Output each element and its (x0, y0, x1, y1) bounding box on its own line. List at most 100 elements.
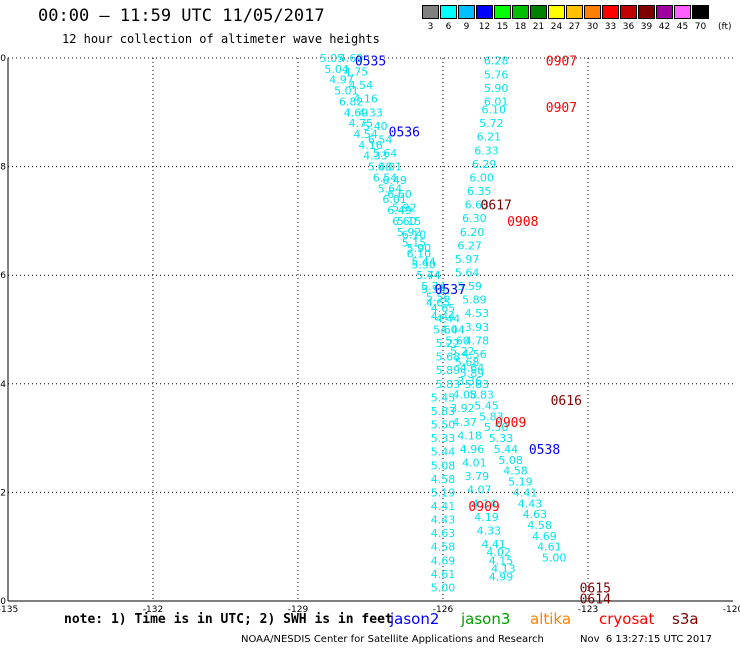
x-tick-label: -126 (433, 605, 454, 615)
swh-value-label: 4.33 (358, 106, 383, 119)
pass-time-label: 0538 (529, 443, 560, 458)
swh-value-label: 5.08 (498, 454, 523, 467)
swh-value-label: 5.83 (479, 410, 504, 423)
swh-value-label: 6.33 (474, 144, 499, 157)
swh-value-label: 5.83 (469, 389, 494, 402)
swh-value-label: 3.92 (450, 402, 475, 415)
scale-swatch (566, 5, 583, 19)
swh-value-label: 5.89 (436, 364, 461, 377)
pass-time-label: 0535 (355, 55, 386, 70)
scale-swatch (638, 5, 655, 19)
scale-swatch (674, 5, 691, 19)
swh-value-label: 5.97 (455, 253, 480, 266)
scale-unit-label: (ft) (718, 22, 732, 32)
scale-label: 27 (568, 22, 581, 32)
swh-value-label: 4.78 (465, 334, 490, 347)
pass-time-label: 0536 (389, 125, 420, 140)
swh-value-label: 4.96 (460, 443, 485, 456)
swh-value-label: 4.58 (503, 465, 528, 478)
scale-label: 21 (532, 22, 545, 32)
swh-value-label: 6.10 (402, 228, 427, 241)
scale-label: 9 (463, 22, 470, 32)
mission-label-s3a: s3a (672, 610, 699, 628)
swh-value-label: 6.01 (484, 95, 509, 108)
swh-value-label: 5.50 (431, 419, 456, 432)
scale-swatch (548, 5, 565, 19)
x-tick-label: -123 (578, 605, 598, 615)
swh-value-label: 6.27 (457, 239, 482, 252)
swh-value-label: 4.69 (431, 554, 456, 567)
swh-value-label: 4.54 (349, 79, 374, 92)
swh-value-label: 4.02 (486, 546, 511, 559)
swh-value-label: 5.01 (334, 85, 359, 98)
swh-value-label: 6.60 (392, 215, 417, 228)
scale-label: 3 (427, 22, 434, 32)
swh-value-label: 5.90 (411, 258, 436, 271)
swh-value-label: 4.97 (329, 74, 354, 87)
mission-label-altika: altika (530, 610, 572, 628)
swh-value-label: 6.82 (339, 95, 364, 108)
scale-swatch (692, 5, 709, 19)
mission-label-cryosat: cryosat (599, 610, 655, 628)
swh-value-label: 4.33 (363, 150, 388, 163)
swh-value-label: 4.44 (440, 324, 465, 337)
x-tick-label: -129 (288, 605, 309, 615)
swh-value-label: 5.15 (402, 237, 427, 250)
x-tick-label: -135 (0, 605, 18, 615)
swh-value-label: 4.16 (358, 139, 383, 152)
swh-value-label: 5.83 (465, 378, 490, 391)
scale-swatch (422, 5, 439, 19)
swh-value-label: 4.65 (431, 302, 456, 315)
scale-swatch (656, 5, 673, 19)
pass-time-label: 0616 (551, 394, 582, 409)
swh-value-label: 4.69 (344, 106, 369, 119)
pass-time-label: 0909 (495, 416, 526, 431)
pass-time-label: 0907 (546, 55, 577, 70)
swh-value-label: 4.01 (462, 457, 487, 470)
swh-value-label: 5.60 (445, 334, 470, 347)
swh-value-label: 4.56 (462, 348, 487, 361)
scale-swatch (440, 5, 457, 19)
swh-value-label: 4.99 (489, 571, 514, 584)
swh-value-label: 3.93 (465, 321, 490, 334)
scale-label: 45 (676, 22, 689, 32)
swh-value-label: 6.00 (469, 171, 494, 184)
swh-value-label: 6.01 (382, 193, 407, 206)
scale-label: 24 (550, 22, 563, 32)
swh-value-label: 4.69 (532, 530, 557, 543)
scale-swatch (584, 5, 601, 19)
swh-value-label: 6.10 (407, 247, 432, 260)
swh-value-label: 4.75 (349, 117, 374, 130)
scale-label: 33 (604, 22, 617, 32)
swh-value-label: 6.35 (467, 185, 492, 198)
swh-value-label: 5.33 (489, 432, 514, 445)
swh-value-label: 4.14 (472, 497, 497, 510)
swh-value-label: 4.37 (453, 416, 478, 429)
scale-swatch (620, 5, 637, 19)
swh-value-label: 4.33 (477, 524, 502, 537)
swh-value-label: 5.05 (320, 52, 345, 65)
swh-value-label: 6.60 (387, 188, 412, 201)
swh-value-label: 5.44 (494, 443, 519, 456)
swh-value-label: 5.92 (392, 201, 417, 214)
swh-value-label: 5.00 (431, 581, 456, 594)
swh-value-label: 5.68 (436, 351, 461, 364)
scale-label: 18 (514, 22, 527, 32)
y-tick-label: 2 (0, 488, 6, 498)
swh-value-label: 5.08 (431, 459, 456, 472)
swh-value-label: 5.22 (450, 345, 475, 358)
pass-time-label: 0908 (507, 215, 538, 230)
mission-label-jason3: jason3 (461, 610, 511, 628)
swh-value-label: 5.92 (397, 226, 422, 239)
swh-value-label: 5.83 (436, 378, 461, 391)
swh-value-label: 5.00 (542, 552, 567, 565)
swh-value-label: 5.56 (421, 283, 446, 296)
swh-value-label: 4.43 (518, 497, 543, 510)
swh-value-label: 5.50 (484, 421, 509, 434)
swh-value-label: 4.53 (465, 307, 490, 320)
scale-swatch (494, 5, 511, 19)
swh-value-label: 4.41 (431, 500, 456, 513)
swh-value-label: 4.19 (474, 511, 499, 524)
swh-value-label: 5.68 (455, 356, 480, 369)
swh-value-label: 3.79 (465, 470, 490, 483)
